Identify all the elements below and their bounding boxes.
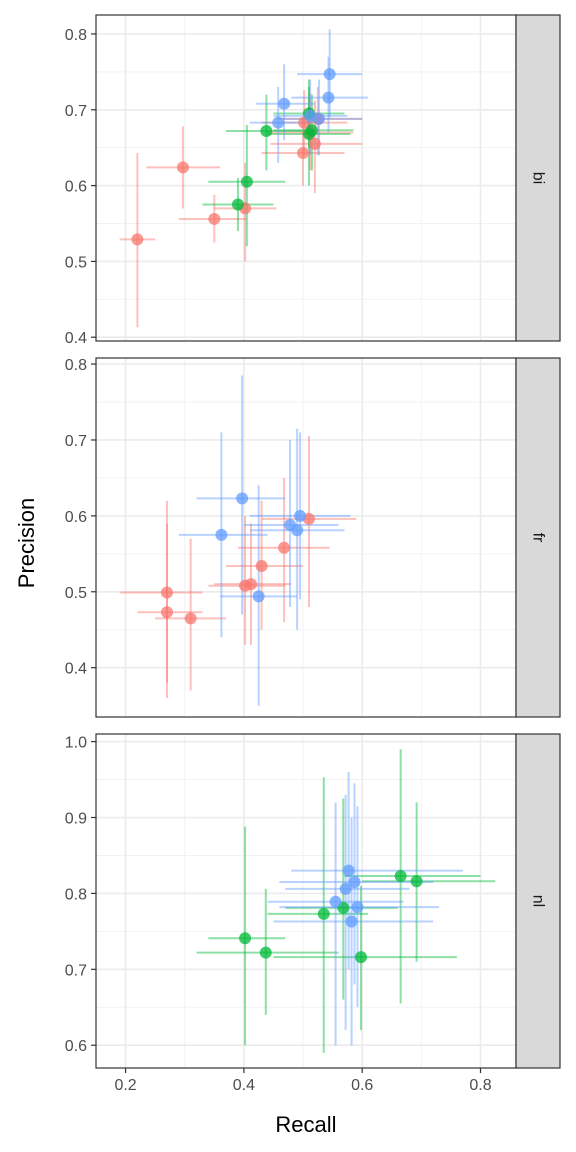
- data-point-blue: [342, 864, 355, 877]
- data-point-green: [231, 198, 244, 211]
- x-tick-label: 0.2: [114, 1077, 136, 1094]
- data-point-blue: [348, 876, 361, 889]
- data-point-red: [308, 137, 321, 150]
- facet-strip-label: nl: [530, 895, 547, 907]
- data-point-red: [184, 612, 197, 625]
- y-tick-label: 0.7: [65, 962, 87, 979]
- data-point-red: [176, 161, 189, 174]
- data-point-blue: [294, 509, 307, 522]
- panel-background: [96, 734, 516, 1068]
- x-tick-label: 0.4: [233, 1077, 255, 1094]
- data-point-blue: [345, 915, 358, 928]
- y-tick-label: 0.7: [65, 103, 87, 120]
- data-point-blue: [313, 112, 326, 125]
- y-tick-label: 0.8: [65, 27, 87, 44]
- data-point-red: [160, 606, 173, 619]
- y-tick-label: 0.6: [65, 1038, 87, 1055]
- data-point-green: [355, 951, 368, 964]
- facet-panel-nl: 0.6 0.7 0.8 0.9 1.0 nl: [65, 733, 561, 1069]
- data-point-blue: [329, 895, 342, 908]
- y-tick-label: 0.6: [65, 179, 87, 196]
- data-point-green: [260, 124, 273, 137]
- data-point-red: [244, 578, 257, 591]
- y-tick-label: 0.5: [65, 254, 87, 271]
- y-tick-label: 0.7: [65, 433, 87, 450]
- facet-strip: [515, 357, 561, 718]
- data-point-green: [394, 869, 407, 882]
- data-point-green: [305, 124, 318, 137]
- data-point-blue: [322, 91, 335, 104]
- y-tick-label: 0.9: [65, 811, 87, 828]
- x-tick-label: 0.8: [469, 1077, 491, 1094]
- data-point-blue: [272, 116, 285, 129]
- data-point-green: [259, 946, 272, 959]
- data-point-red: [131, 233, 144, 246]
- data-point-blue: [278, 97, 291, 110]
- data-point-red: [255, 559, 268, 572]
- y-tick-label: 0.8: [65, 886, 87, 903]
- data-point-blue: [236, 492, 249, 505]
- y-tick-label: 0.4: [65, 661, 87, 678]
- data-point-blue: [215, 528, 228, 541]
- data-point-red: [160, 586, 173, 599]
- x-axis-title: Recall: [275, 1112, 336, 1137]
- data-point-blue: [323, 68, 336, 81]
- panel-background: [96, 15, 516, 341]
- data-point-blue: [339, 882, 352, 895]
- data-point-green: [410, 875, 423, 888]
- data-point-green: [239, 932, 252, 945]
- y-tick-label: 1.0: [65, 735, 87, 752]
- y-axis-title: Precision: [14, 498, 39, 588]
- facet-strip-label: bi: [530, 172, 547, 184]
- data-point-red: [297, 146, 310, 159]
- y-tick-label: 0.8: [65, 357, 87, 374]
- facet-strip: [515, 14, 561, 342]
- data-point-blue: [291, 524, 304, 537]
- y-tick-label: 0.5: [65, 585, 87, 602]
- data-point-green: [240, 175, 253, 188]
- data-point-blue: [252, 590, 265, 603]
- panel-background: [96, 358, 516, 717]
- facet-panel-fr: 0.4 0.5 0.6 0.7 0.8 fr: [65, 357, 561, 718]
- data-point-red: [208, 212, 221, 225]
- facet-strip: [515, 733, 561, 1069]
- facet-strip-label: fr: [530, 533, 547, 543]
- data-point-green: [317, 907, 330, 920]
- data-point-blue: [351, 901, 364, 914]
- facet-panel-bi: 0.4 0.5 0.6 0.7 0.8 bi: [65, 14, 561, 347]
- data-point-red: [278, 541, 291, 554]
- y-tick-label: 0.4: [65, 330, 87, 347]
- x-tick-label: 0.6: [351, 1077, 373, 1094]
- y-tick-label: 0.6: [65, 509, 87, 526]
